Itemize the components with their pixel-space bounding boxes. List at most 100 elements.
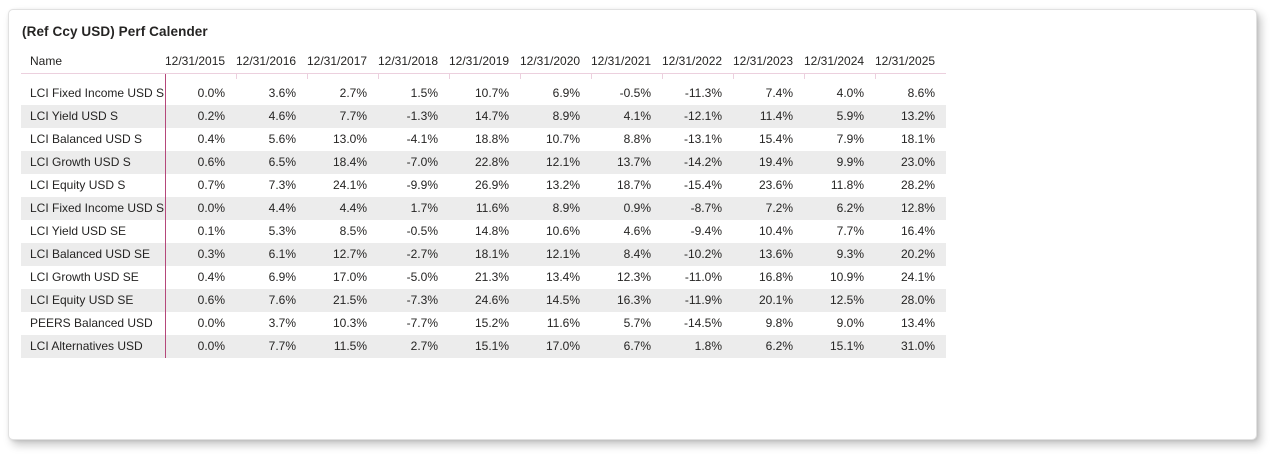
column-header-year[interactable]: 12/31/2022 <box>662 54 723 68</box>
value-cell: -10.2% <box>683 247 722 261</box>
table-row[interactable]: LCI Growth USD S 0.6% 6.5% 18.4% -7.0% 22.8% 1… <box>21 151 946 174</box>
table-body: LCI Fixed Income USD S 0.0% 3.6% 2.7% 1.5% 10… <box>21 74 946 358</box>
column-header-year[interactable]: 12/31/2024 <box>804 54 865 68</box>
value-cell: 5.3% <box>268 224 296 238</box>
value-cell: 20.1% <box>758 293 793 307</box>
row-name: LCI Growth USD SE <box>30 270 139 284</box>
value-cell: 0.6% <box>197 155 225 169</box>
value-cell: 6.5% <box>268 155 296 169</box>
value-cell: 0.1% <box>197 224 225 238</box>
column-header-year[interactable]: 12/31/2017 <box>307 54 368 68</box>
value-cell: 23.6% <box>758 178 793 192</box>
value-cell: 0.4% <box>197 132 225 146</box>
row-name: LCI Yield USD SE <box>30 224 127 238</box>
value-cell: 12.5% <box>829 293 864 307</box>
value-cell: 13.0% <box>332 132 367 146</box>
value-cell: 1.7% <box>410 201 438 215</box>
value-cell: 8.8% <box>623 132 651 146</box>
value-cell: 1.5% <box>410 86 438 100</box>
value-cell: 16.3% <box>616 293 651 307</box>
value-cell: 1.8% <box>694 339 722 353</box>
value-cell: 18.8% <box>474 132 509 146</box>
value-cell: 7.2% <box>765 201 793 215</box>
table-row[interactable]: LCI Yield USD SE 0.1% 5.3% 8.5% -0.5% 14.8% 10… <box>21 220 946 243</box>
column-header-year[interactable]: 12/31/2019 <box>449 54 510 68</box>
table-row[interactable]: LCI Yield USD S 0.2% 4.6% 7.7% -1.3% 14.7% 8.9… <box>21 105 946 128</box>
value-cell: -9.4% <box>690 224 722 238</box>
value-cell: -12.1% <box>683 109 722 123</box>
value-cell: 24.1% <box>900 270 935 284</box>
column-header-year[interactable]: 12/31/2021 <box>591 54 652 68</box>
value-cell: 22.8% <box>474 155 509 169</box>
value-cell: 12.1% <box>545 155 580 169</box>
table-row[interactable]: LCI Balanced USD S 0.4% 5.6% 13.0% -4.1% 18.8… <box>21 128 946 151</box>
value-cell: 13.4% <box>900 316 935 330</box>
value-cell: 13.2% <box>545 178 580 192</box>
value-cell: 19.4% <box>758 155 793 169</box>
value-cell: 0.2% <box>197 109 225 123</box>
value-cell: -0.5% <box>406 224 438 238</box>
value-cell: 7.9% <box>836 132 864 146</box>
value-cell: 4.6% <box>623 224 651 238</box>
value-cell: -1.3% <box>406 109 438 123</box>
table-row[interactable]: LCI Fixed Income USD S 0.0% 3.6% 2.7% 1.5% 10… <box>21 82 946 105</box>
row-name: LCI Fixed Income USD S <box>30 86 165 100</box>
column-separator-tick <box>591 73 592 79</box>
value-cell: 9.8% <box>765 316 793 330</box>
table-row[interactable]: LCI Equity USD SE 0.6% 7.6% 21.5% -7.3% 24.6%… <box>21 289 946 312</box>
value-cell: 28.2% <box>900 178 935 192</box>
table-row[interactable]: LCI Growth USD SE 0.4% 6.9% 17.0% -5.0% 21.3%… <box>21 266 946 289</box>
value-cell: 0.7% <box>197 178 225 192</box>
value-cell: 10.9% <box>829 270 864 284</box>
column-separator-tick <box>662 73 663 79</box>
value-cell: 4.4% <box>339 201 367 215</box>
value-cell: 7.7% <box>836 224 864 238</box>
value-cell: 7.7% <box>268 339 296 353</box>
value-cell: 6.2% <box>765 339 793 353</box>
value-cell: 10.6% <box>545 224 580 238</box>
value-cell: 18.1% <box>900 132 935 146</box>
value-cell: 0.0% <box>197 86 225 100</box>
column-header-year[interactable]: 12/31/2020 <box>520 54 581 68</box>
value-cell: 0.9% <box>623 201 651 215</box>
value-cell: 9.0% <box>836 316 864 330</box>
value-cell: 7.4% <box>765 86 793 100</box>
name-column-separator-line <box>165 74 166 358</box>
table-row[interactable]: LCI Balanced USD SE 0.3% 6.1% 12.7% -2.7% 18.… <box>21 243 946 266</box>
table-row[interactable]: LCI Equity USD S 0.7% 7.3% 24.1% -9.9% 26.9% 1… <box>21 174 946 197</box>
column-separator-tick <box>520 73 521 79</box>
value-cell: 2.7% <box>339 86 367 100</box>
value-cell: 16.8% <box>758 270 793 284</box>
value-cell: 31.0% <box>900 339 935 353</box>
value-cell: 0.0% <box>197 316 225 330</box>
row-name: LCI Equity USD SE <box>30 293 134 307</box>
value-cell: -7.7% <box>406 316 438 330</box>
table-row[interactable]: LCI Fixed Income USD SE 0.0% 4.4% 4.4% 1.7% 1… <box>21 197 946 220</box>
column-header-year[interactable]: 12/31/2018 <box>378 54 439 68</box>
column-header-name[interactable]: Name <box>30 54 63 68</box>
value-cell: -11.9% <box>684 293 722 307</box>
header-separator-line <box>21 73 946 79</box>
table-row[interactable]: PEERS Balanced USD 0.0% 3.7% 10.3% -7.7% 15.2… <box>21 312 946 335</box>
column-header-year[interactable]: 12/31/2015 <box>165 54 226 68</box>
value-cell: 15.1% <box>474 339 509 353</box>
value-cell: 3.6% <box>268 86 296 100</box>
value-cell: 6.9% <box>268 270 296 284</box>
value-cell: 11.6% <box>546 316 580 330</box>
value-cell: 6.2% <box>836 201 864 215</box>
value-cell: 0.6% <box>197 293 225 307</box>
value-cell: 0.0% <box>197 201 225 215</box>
value-cell: 14.5% <box>545 293 580 307</box>
row-name: LCI Yield USD S <box>30 109 119 123</box>
value-cell: 15.1% <box>829 339 864 353</box>
value-cell: 13.4% <box>545 270 580 284</box>
value-cell: 12.8% <box>900 201 935 215</box>
column-header-year[interactable]: 12/31/2016 <box>236 54 297 68</box>
column-separator-tick <box>236 73 237 79</box>
column-header-year[interactable]: 12/31/2025 <box>875 54 936 68</box>
column-header-year[interactable]: 12/31/2023 <box>733 54 794 68</box>
header-row: Name 12/31/2015 12/31/2016 12/31/2017 12/31/… <box>21 49 946 73</box>
table-row[interactable]: LCI Alternatives USD 0.0% 7.7% 11.5% 2.7% 15.… <box>21 335 946 358</box>
value-cell: 7.3% <box>268 178 296 192</box>
